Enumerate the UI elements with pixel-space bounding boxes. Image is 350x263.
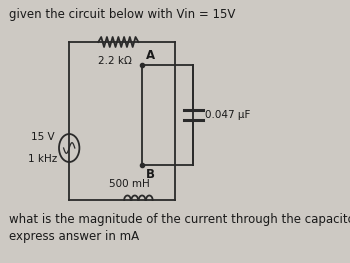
- Text: A: A: [146, 49, 155, 62]
- Text: 15 V: 15 V: [31, 132, 55, 142]
- Text: what is the magnitude of the current through the capacitor?: what is the magnitude of the current thr…: [9, 213, 350, 226]
- Text: 0.047 μF: 0.047 μF: [205, 110, 250, 120]
- Text: given the circuit below with Vin = 15V: given the circuit below with Vin = 15V: [9, 8, 235, 21]
- Text: express answer in mA: express answer in mA: [9, 230, 139, 243]
- Text: B: B: [146, 168, 155, 181]
- Text: 500 mH: 500 mH: [109, 179, 150, 189]
- Text: 2.2 kΩ: 2.2 kΩ: [98, 56, 132, 66]
- Text: 1 kHz: 1 kHz: [28, 154, 58, 164]
